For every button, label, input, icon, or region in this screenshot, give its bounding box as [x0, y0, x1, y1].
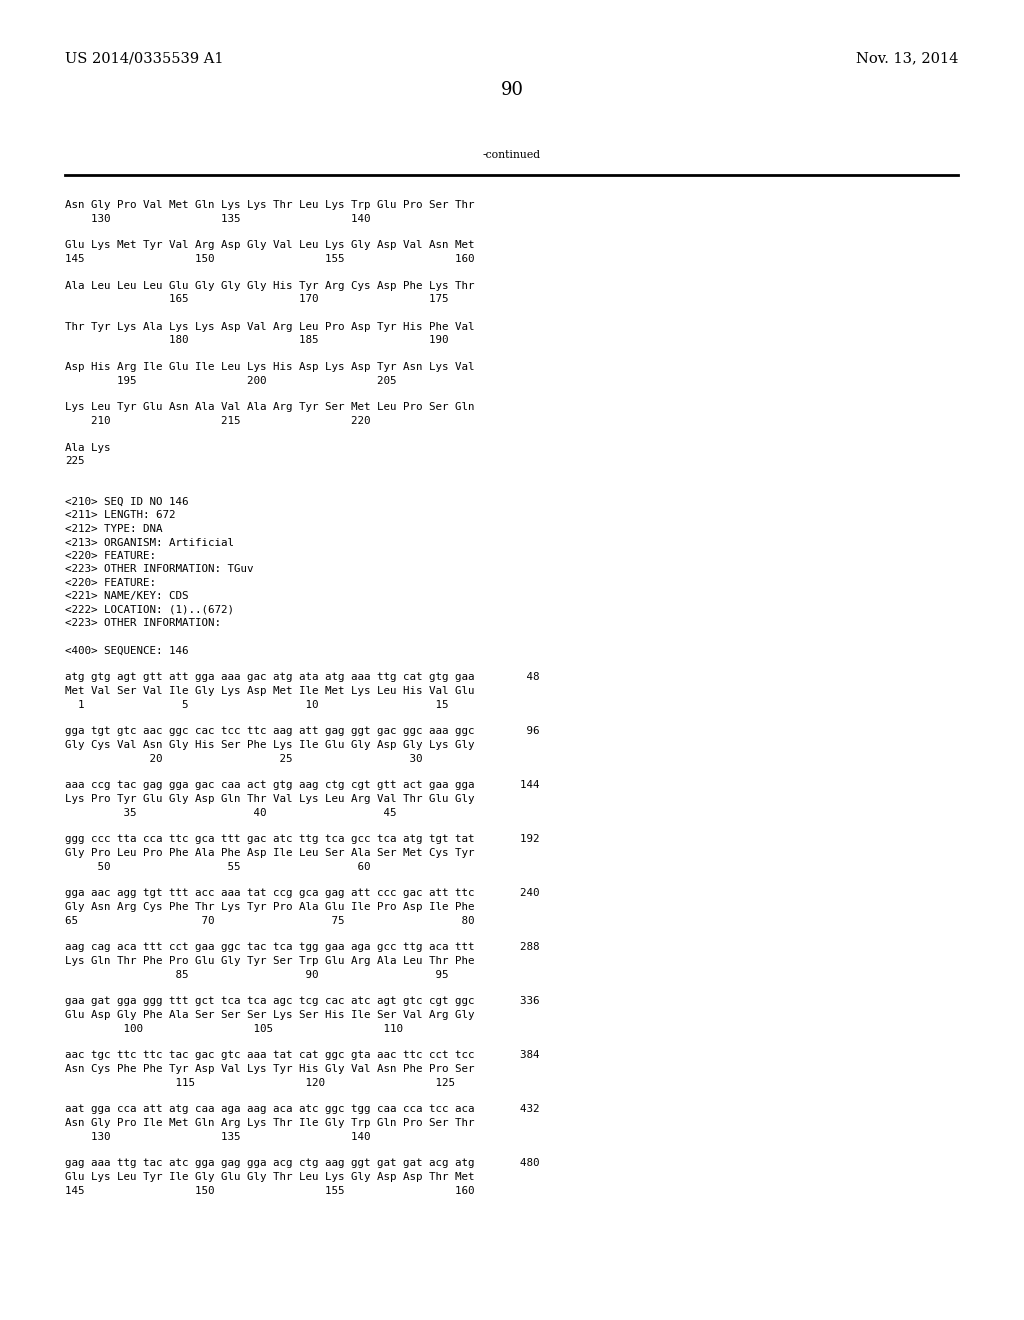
Text: 65                   70                  75                  80: 65 70 75 80 — [65, 916, 474, 925]
Text: 115                 120                 125: 115 120 125 — [65, 1077, 455, 1088]
Text: <212> TYPE: DNA: <212> TYPE: DNA — [65, 524, 163, 535]
Text: Glu Lys Met Tyr Val Arg Asp Gly Val Leu Lys Gly Asp Val Asn Met: Glu Lys Met Tyr Val Arg Asp Gly Val Leu … — [65, 240, 474, 251]
Text: Asn Gly Pro Ile Met Gln Arg Lys Thr Ile Gly Trp Gln Pro Ser Thr: Asn Gly Pro Ile Met Gln Arg Lys Thr Ile … — [65, 1118, 474, 1129]
Text: Lys Leu Tyr Glu Asn Ala Val Ala Arg Tyr Ser Met Leu Pro Ser Gln: Lys Leu Tyr Glu Asn Ala Val Ala Arg Tyr … — [65, 403, 474, 412]
Text: 50                  55                  60: 50 55 60 — [65, 862, 371, 871]
Text: 130                 135                 140: 130 135 140 — [65, 214, 371, 223]
Text: <223> OTHER INFORMATION: TGuv: <223> OTHER INFORMATION: TGuv — [65, 565, 254, 574]
Text: Gly Pro Leu Pro Phe Ala Phe Asp Ile Leu Ser Ala Ser Met Cys Tyr: Gly Pro Leu Pro Phe Ala Phe Asp Ile Leu … — [65, 847, 474, 858]
Text: Ala Lys: Ala Lys — [65, 444, 111, 453]
Text: <213> ORGANISM: Artificial: <213> ORGANISM: Artificial — [65, 537, 234, 548]
Text: -continued: -continued — [483, 150, 541, 160]
Text: <210> SEQ ID NO 146: <210> SEQ ID NO 146 — [65, 498, 188, 507]
Text: 195                 200                 205: 195 200 205 — [65, 375, 396, 385]
Text: ggg ccc tta cca ttc gca ttt gac atc ttg tca gcc tca atg tgt tat       192: ggg ccc tta cca ttc gca ttt gac atc ttg … — [65, 834, 540, 845]
Text: Ala Leu Leu Leu Glu Gly Gly Gly His Tyr Arg Cys Asp Phe Lys Thr: Ala Leu Leu Leu Glu Gly Gly Gly His Tyr … — [65, 281, 474, 290]
Text: aat gga cca att atg caa aga aag aca atc ggc tgg caa cca tcc aca       432: aat gga cca att atg caa aga aag aca atc … — [65, 1105, 540, 1114]
Text: 225: 225 — [65, 457, 85, 466]
Text: US 2014/0335539 A1: US 2014/0335539 A1 — [65, 51, 223, 65]
Text: Gly Asn Arg Cys Phe Thr Lys Tyr Pro Ala Glu Ile Pro Asp Ile Phe: Gly Asn Arg Cys Phe Thr Lys Tyr Pro Ala … — [65, 902, 474, 912]
Text: <400> SEQUENCE: 146: <400> SEQUENCE: 146 — [65, 645, 188, 656]
Text: <223> OTHER INFORMATION:: <223> OTHER INFORMATION: — [65, 619, 221, 628]
Text: gaa gat gga ggg ttt gct tca tca agc tcg cac atc agt gtc cgt ggc       336: gaa gat gga ggg ttt gct tca tca agc tcg … — [65, 997, 540, 1006]
Text: atg gtg agt gtt att gga aaa gac atg ata atg aaa ttg cat gtg gaa        48: atg gtg agt gtt att gga aaa gac atg ata … — [65, 672, 540, 682]
Text: Nov. 13, 2014: Nov. 13, 2014 — [856, 51, 958, 65]
Text: Asp His Arg Ile Glu Ile Leu Lys His Asp Lys Asp Tyr Asn Lys Val: Asp His Arg Ile Glu Ile Leu Lys His Asp … — [65, 362, 474, 372]
Text: aaa ccg tac gag gga gac caa act gtg aag ctg cgt gtt act gaa gga       144: aaa ccg tac gag gga gac caa act gtg aag … — [65, 780, 540, 791]
Text: 145                 150                 155                 160: 145 150 155 160 — [65, 1185, 474, 1196]
Text: Asn Cys Phe Phe Tyr Asp Val Lys Tyr His Gly Val Asn Phe Pro Ser: Asn Cys Phe Phe Tyr Asp Val Lys Tyr His … — [65, 1064, 474, 1074]
Text: <221> NAME/KEY: CDS: <221> NAME/KEY: CDS — [65, 591, 188, 602]
Text: Gly Cys Val Asn Gly His Ser Phe Lys Ile Glu Gly Asp Gly Lys Gly: Gly Cys Val Asn Gly His Ser Phe Lys Ile … — [65, 741, 474, 750]
Text: Asn Gly Pro Val Met Gln Lys Lys Thr Leu Lys Trp Glu Pro Ser Thr: Asn Gly Pro Val Met Gln Lys Lys Thr Leu … — [65, 201, 474, 210]
Text: Lys Gln Thr Phe Pro Glu Gly Tyr Ser Trp Glu Arg Ala Leu Thr Phe: Lys Gln Thr Phe Pro Glu Gly Tyr Ser Trp … — [65, 956, 474, 966]
Text: Met Val Ser Val Ile Gly Lys Asp Met Ile Met Lys Leu His Val Glu: Met Val Ser Val Ile Gly Lys Asp Met Ile … — [65, 686, 474, 696]
Text: aac tgc ttc ttc tac gac gtc aaa tat cat ggc gta aac ttc cct tcc       384: aac tgc ttc ttc tac gac gtc aaa tat cat … — [65, 1051, 540, 1060]
Text: gag aaa ttg tac atc gga gag gga acg ctg aag ggt gat gat acg atg       480: gag aaa ttg tac atc gga gag gga acg ctg … — [65, 1159, 540, 1168]
Text: <220> FEATURE:: <220> FEATURE: — [65, 578, 156, 587]
Text: 130                 135                 140: 130 135 140 — [65, 1131, 371, 1142]
Text: 210                 215                 220: 210 215 220 — [65, 416, 371, 426]
Text: 35                  40                  45: 35 40 45 — [65, 808, 396, 817]
Text: gga tgt gtc aac ggc cac tcc ttc aag att gag ggt gac ggc aaa ggc        96: gga tgt gtc aac ggc cac tcc ttc aag att … — [65, 726, 540, 737]
Text: Thr Tyr Lys Ala Lys Lys Asp Val Arg Leu Pro Asp Tyr His Phe Val: Thr Tyr Lys Ala Lys Lys Asp Val Arg Leu … — [65, 322, 474, 331]
Text: 180                 185                 190: 180 185 190 — [65, 335, 449, 345]
Text: 100                 105                 110: 100 105 110 — [65, 1023, 403, 1034]
Text: gga aac agg tgt ttt acc aaa tat ccg gca gag att ccc gac att ttc       240: gga aac agg tgt ttt acc aaa tat ccg gca … — [65, 888, 540, 899]
Text: 145                 150                 155                 160: 145 150 155 160 — [65, 253, 474, 264]
Text: <220> FEATURE:: <220> FEATURE: — [65, 550, 156, 561]
Text: 20                  25                  30: 20 25 30 — [65, 754, 423, 763]
Text: 165                 170                 175: 165 170 175 — [65, 294, 449, 305]
Text: 85                  90                  95: 85 90 95 — [65, 969, 449, 979]
Text: <222> LOCATION: (1)..(672): <222> LOCATION: (1)..(672) — [65, 605, 234, 615]
Text: Glu Lys Leu Tyr Ile Gly Glu Gly Thr Leu Lys Gly Asp Asp Thr Met: Glu Lys Leu Tyr Ile Gly Glu Gly Thr Leu … — [65, 1172, 474, 1181]
Text: Lys Pro Tyr Glu Gly Asp Gln Thr Val Lys Leu Arg Val Thr Glu Gly: Lys Pro Tyr Glu Gly Asp Gln Thr Val Lys … — [65, 795, 474, 804]
Text: Glu Asp Gly Phe Ala Ser Ser Ser Lys Ser His Ile Ser Val Arg Gly: Glu Asp Gly Phe Ala Ser Ser Ser Lys Ser … — [65, 1010, 474, 1020]
Text: 90: 90 — [501, 81, 523, 99]
Text: aag cag aca ttt cct gaa ggc tac tca tgg gaa aga gcc ttg aca ttt       288: aag cag aca ttt cct gaa ggc tac tca tgg … — [65, 942, 540, 953]
Text: 1               5                  10                  15: 1 5 10 15 — [65, 700, 449, 710]
Text: <211> LENGTH: 672: <211> LENGTH: 672 — [65, 511, 175, 520]
